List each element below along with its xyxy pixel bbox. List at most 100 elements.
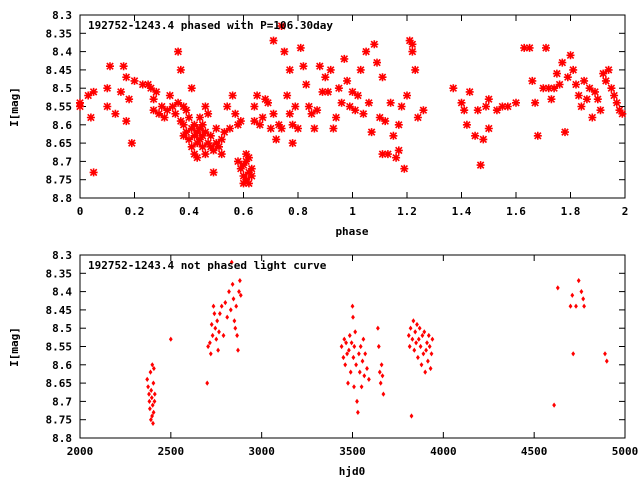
data-point: [146, 384, 150, 390]
data-point: [426, 358, 430, 364]
data-point: [231, 296, 236, 302]
data-point: [76, 102, 84, 111]
data-point: [280, 47, 289, 56]
data-point: [570, 292, 575, 298]
data-point: [244, 153, 253, 162]
y-tick-label: 8.4: [52, 286, 72, 299]
data-point: [125, 95, 134, 104]
y-tick-label: 8.3: [52, 249, 72, 262]
chart-title: 192752-1243.4 phased with P=106.30day: [88, 19, 333, 32]
data-point: [406, 332, 411, 339]
data-point: [201, 150, 210, 159]
data-point: [334, 84, 343, 93]
data-point: [588, 113, 597, 122]
x-tick-label: 2500: [158, 445, 185, 458]
data-point: [352, 343, 357, 350]
y-tick-label: 8.45: [46, 64, 73, 77]
data-point: [343, 362, 348, 368]
data-point: [419, 106, 428, 115]
data-point: [421, 351, 426, 357]
y-tick-label: 8.6: [52, 119, 72, 132]
data-point: [511, 98, 521, 107]
data-point: [198, 120, 207, 129]
data-point: [419, 362, 424, 368]
data-point: [414, 340, 418, 346]
data-point: [392, 153, 401, 162]
x-tick-label: 5000: [612, 445, 639, 458]
data-point: [232, 318, 237, 324]
data-point: [531, 98, 540, 107]
data-point: [149, 395, 154, 401]
data-point: [555, 80, 564, 89]
data-point: [315, 62, 324, 71]
data-point: [412, 347, 417, 353]
data-point: [234, 303, 239, 309]
data-point: [465, 87, 474, 96]
data-point: [238, 278, 242, 284]
data-point: [596, 106, 605, 115]
y-tick-label: 8.45: [46, 304, 73, 317]
data-point: [367, 128, 376, 137]
data-point: [236, 347, 240, 353]
data-point: [215, 142, 223, 151]
data-point: [462, 120, 471, 129]
data-point: [380, 373, 385, 379]
data-point: [377, 369, 382, 375]
data-point: [574, 303, 578, 309]
data-point: [430, 336, 435, 342]
data-point: [149, 106, 158, 115]
data-point: [351, 314, 355, 320]
data-point: [119, 62, 128, 71]
data-point: [127, 139, 136, 148]
data-point: [580, 76, 589, 85]
x-tick-label: 0: [77, 205, 84, 218]
data-point: [285, 65, 294, 74]
data-point: [185, 135, 193, 144]
data-point: [147, 398, 152, 404]
data-point: [357, 369, 362, 375]
data-point: [552, 69, 561, 78]
data-point: [225, 314, 230, 320]
data-point: [277, 124, 286, 133]
data-point: [426, 332, 431, 339]
data-point: [359, 384, 364, 390]
data-point: [357, 351, 361, 357]
data-point: [558, 58, 567, 67]
data-point: [389, 131, 398, 140]
y-tick-label: 8.35: [46, 27, 73, 40]
data-point: [283, 91, 292, 100]
data-points: [145, 259, 609, 426]
data-point: [206, 131, 215, 140]
data-point: [288, 120, 297, 129]
data-point: [236, 117, 245, 126]
data-point: [149, 95, 158, 104]
data-point: [212, 124, 221, 133]
data-point: [288, 139, 297, 148]
data-point: [244, 179, 253, 188]
data-point: [313, 106, 322, 115]
data-point: [350, 303, 355, 309]
y-tick-label: 8.75: [46, 414, 73, 427]
data-point: [176, 65, 185, 74]
data-point: [168, 336, 173, 342]
data-point: [329, 124, 338, 133]
data-point: [151, 380, 156, 386]
data-point: [195, 113, 204, 122]
data-point: [266, 124, 275, 133]
data-point: [358, 343, 363, 350]
data-point: [407, 343, 412, 350]
data-point: [235, 332, 239, 339]
data-point: [182, 106, 191, 115]
y-tick-label: 8.6: [52, 359, 72, 372]
data-point: [348, 87, 357, 96]
data-point: [585, 84, 594, 93]
data-point: [201, 128, 210, 137]
data-point: [345, 102, 354, 111]
data-point: [410, 336, 415, 342]
data-point: [231, 109, 240, 118]
data-point: [193, 153, 202, 162]
data-point: [86, 113, 95, 122]
data-point: [604, 358, 609, 364]
data-point: [364, 98, 373, 107]
